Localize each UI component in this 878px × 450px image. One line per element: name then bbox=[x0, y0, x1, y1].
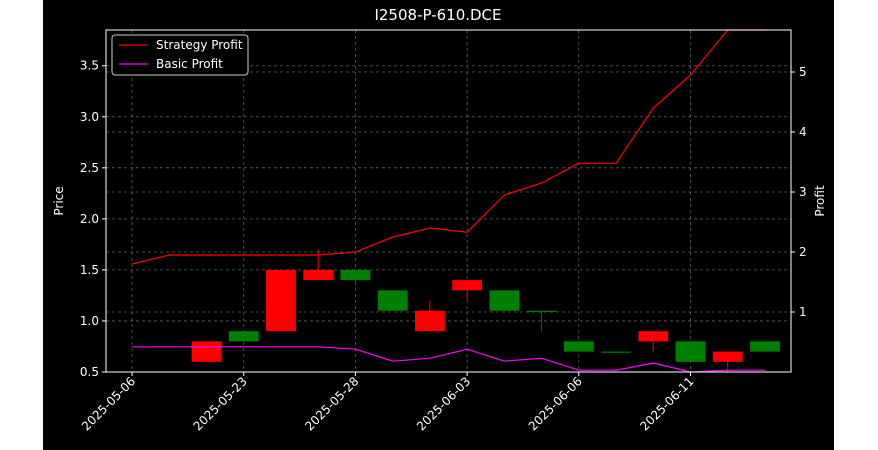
candle-body bbox=[228, 331, 259, 342]
y-tick-label-left: 1.0 bbox=[80, 314, 99, 328]
y-axis-label-left: Price bbox=[52, 186, 66, 215]
profit-lines bbox=[131, 29, 765, 373]
candle-body bbox=[638, 331, 669, 342]
candle-body bbox=[377, 290, 408, 311]
y-tick-label-right: 5 bbox=[799, 65, 807, 79]
candle-body bbox=[303, 269, 334, 281]
candlesticks bbox=[191, 249, 780, 372]
candle-body bbox=[563, 341, 594, 352]
x-tick-label: 2025-05-28 bbox=[302, 374, 361, 433]
x-tick-label: 2025-06-11 bbox=[637, 374, 696, 433]
y-tick-label-left: 2.5 bbox=[80, 161, 99, 175]
y-tick-label-right: 1 bbox=[799, 305, 807, 319]
candle-body bbox=[526, 310, 557, 312]
series-line-basic-profit bbox=[132, 346, 765, 373]
chart-figure: I2508-P-610.DCE 0.5 1.0 1.5 2.0 2.5 3.0 3.5 1 2 3… bbox=[43, 0, 834, 450]
candle-body bbox=[750, 341, 780, 352]
x-tick-label: 2025-06-03 bbox=[414, 374, 473, 433]
y-tick-label-left: 3.0 bbox=[80, 110, 99, 124]
candle-body bbox=[191, 341, 222, 362]
y-tick-label-right: 3 bbox=[799, 185, 807, 199]
series-line-strategy-profit bbox=[131, 29, 765, 265]
y-tick-label-left: 3.5 bbox=[80, 59, 99, 73]
x-tick-label: 2025-05-06 bbox=[79, 374, 138, 433]
candle-body bbox=[601, 351, 631, 353]
y-tick-label-right: 4 bbox=[799, 125, 807, 139]
axes: 0.5 1.0 1.5 2.0 2.5 3.0 3.5 1 2 3 4 5 2025-05-06 2025… bbox=[79, 59, 807, 434]
candle-body bbox=[414, 310, 445, 332]
x-tick-label: 2025-06-06 bbox=[526, 374, 585, 433]
y-tick-label-left: 1.5 bbox=[80, 263, 99, 277]
plot-frame bbox=[105, 29, 792, 373]
x-tick-label: 2025-05-23 bbox=[191, 374, 250, 433]
y-tick-label-left: 2.0 bbox=[80, 212, 99, 226]
y-tick-label-right: 2 bbox=[799, 245, 807, 259]
y-tick-label-left: 0.5 bbox=[80, 365, 99, 379]
candle-body bbox=[675, 341, 706, 362]
candle-body bbox=[266, 269, 296, 332]
candle-body bbox=[340, 269, 371, 281]
candle-body bbox=[712, 351, 743, 362]
chart-legend: Strategy Profit Basic Profit bbox=[111, 34, 249, 76]
grid-lines bbox=[106, 30, 791, 373]
candle-body bbox=[452, 280, 483, 291]
legend-label: Strategy Profit bbox=[156, 38, 243, 52]
legend-label: Basic Profit bbox=[156, 57, 223, 71]
chart-title: I2508-P-610.DCE bbox=[374, 6, 501, 24]
chart-svg: I2508-P-610.DCE 0.5 1.0 1.5 2.0 2.5 3.0 3.5 1 2 3… bbox=[52, 6, 827, 434]
candle-body bbox=[489, 290, 520, 311]
y-axis-label-right: Profit bbox=[813, 185, 827, 217]
